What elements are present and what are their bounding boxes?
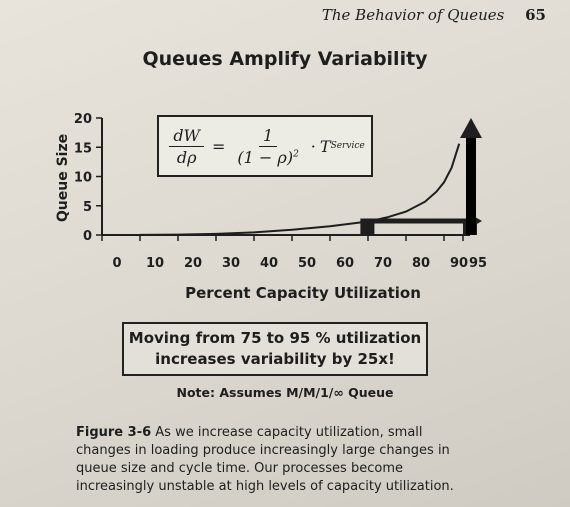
x-tick-label: 90 (450, 256, 468, 271)
callout-box: Moving from 75 to 95 % utilization incre… (122, 322, 428, 376)
running-title: The Behavior of Queues (321, 6, 505, 24)
x-tick-label: 10 (146, 256, 164, 271)
callout-line-1: Moving from 75 to 95 % utilization (128, 329, 422, 347)
formula-equals: = (212, 136, 226, 156)
x-tick-label: 80 (412, 256, 430, 271)
formula-rhs: 1 (1 − ρ)2 (233, 126, 302, 167)
chart-ticks: 0 5 10 15 20 0 10 20 30 40 50 60 70 80 90 95 Percent Cap… (55, 112, 487, 302)
x-tick-label: 20 (184, 256, 202, 271)
queue-chart: 0 5 10 15 20 0 10 20 30 40 50 60 70 80 90 95 Percent Cap… (55, 112, 487, 302)
page-number: 65 (525, 6, 546, 24)
x-tick-label: 40 (260, 256, 278, 271)
x-tick-label: 60 (336, 256, 354, 271)
utilization-marker-68 (360, 221, 375, 235)
callout-line-2: increases variability by 25x! (155, 350, 395, 368)
vertical-arrow-head (460, 118, 482, 138)
x-tick-label: 30 (222, 256, 240, 271)
vertical-arrow-shaft (466, 136, 476, 235)
formula-times: · (310, 136, 316, 156)
x-tick-label: 70 (374, 256, 392, 271)
formula-rhs-num: 1 (259, 126, 278, 147)
formula-lhs-den: dρ (176, 147, 197, 167)
formula-lhs-num: dW (169, 126, 204, 147)
formula-t-sub: Service (330, 141, 365, 151)
formula-t: T (319, 136, 331, 156)
running-head: The Behavior of Queues 65 (322, 6, 546, 24)
x-tick-label: 95 (469, 256, 487, 271)
y-tick-label: 0 (83, 229, 92, 244)
formula-exponent: 2 (293, 149, 299, 160)
chart-annotations (360, 118, 482, 235)
x-axis-label: Percent Capacity Utilization (185, 284, 421, 302)
formula-rhs-den: (1 − ρ)2 (233, 147, 302, 167)
y-tick-label: 10 (74, 171, 92, 186)
queue-note: Note: Assumes M/M/1/∞ Queue (176, 385, 394, 400)
figure-title: Queues Amplify Variability (142, 48, 428, 70)
formula-box: dW dρ = 1 (1 − ρ)2 · T Service (157, 115, 373, 177)
formula-rhs-den-base: (1 − ρ) (237, 147, 294, 167)
caption-label: Figure 3-6 (76, 425, 152, 440)
x-tick-label: 0 (112, 256, 121, 271)
figure-caption: Figure 3-6 As we increase capacity utili… (76, 424, 476, 496)
x-tick-label: 50 (298, 256, 316, 271)
caption-text: As we increase capacity utilization, sma… (76, 425, 454, 494)
y-tick-label: 15 (74, 141, 92, 156)
y-axis-label: Queue Size (55, 134, 71, 222)
formula-lhs: dW dρ (169, 126, 204, 167)
y-tick-label: 20 (74, 112, 92, 127)
y-tick-label: 5 (83, 200, 92, 215)
